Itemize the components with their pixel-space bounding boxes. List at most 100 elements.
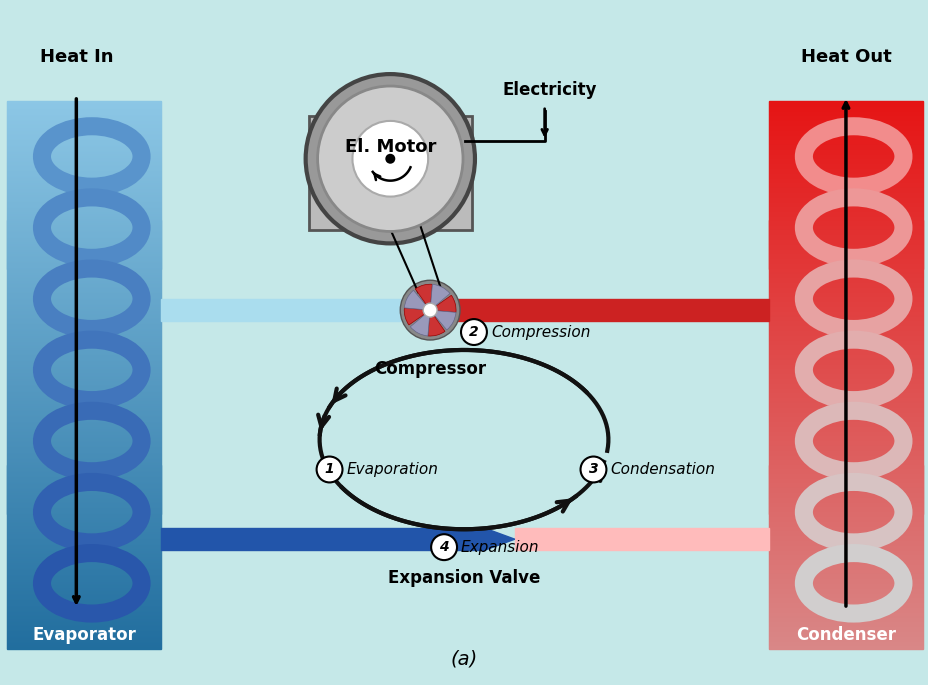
Bar bbox=[6, 227, 161, 229]
Bar bbox=[768, 564, 922, 565]
Bar bbox=[768, 327, 922, 328]
Bar bbox=[6, 350, 161, 351]
Bar bbox=[768, 169, 922, 170]
Bar bbox=[768, 326, 922, 327]
Bar bbox=[6, 297, 161, 299]
Bar bbox=[768, 588, 922, 589]
Bar bbox=[6, 523, 161, 525]
Bar bbox=[768, 368, 922, 369]
Bar bbox=[768, 151, 922, 152]
Circle shape bbox=[385, 153, 394, 164]
Bar bbox=[6, 179, 161, 181]
Bar bbox=[6, 147, 161, 148]
Bar bbox=[6, 473, 161, 475]
Bar bbox=[768, 161, 922, 162]
Bar bbox=[6, 427, 161, 428]
Bar bbox=[6, 516, 161, 517]
Bar bbox=[768, 232, 922, 233]
Bar bbox=[768, 330, 922, 332]
Bar bbox=[768, 302, 922, 303]
Bar bbox=[768, 357, 922, 358]
Bar bbox=[6, 341, 161, 342]
Bar bbox=[768, 303, 922, 304]
Bar bbox=[6, 169, 161, 170]
Bar bbox=[768, 586, 922, 587]
Bar bbox=[768, 533, 922, 534]
Bar bbox=[768, 622, 922, 623]
Bar bbox=[768, 107, 922, 108]
Bar bbox=[6, 521, 161, 523]
Bar bbox=[768, 188, 922, 190]
Bar bbox=[768, 410, 922, 411]
Bar bbox=[6, 502, 161, 503]
Bar bbox=[6, 375, 161, 376]
Bar bbox=[768, 219, 922, 220]
Bar bbox=[6, 260, 161, 262]
Bar bbox=[6, 634, 161, 635]
Bar bbox=[6, 486, 161, 488]
Bar bbox=[6, 128, 161, 129]
Bar bbox=[768, 511, 922, 512]
Bar bbox=[768, 429, 922, 430]
Bar bbox=[768, 447, 922, 448]
Bar bbox=[768, 322, 922, 323]
Bar bbox=[768, 263, 922, 264]
Bar bbox=[768, 127, 922, 128]
Bar bbox=[6, 443, 161, 444]
Bar bbox=[768, 379, 922, 380]
Bar bbox=[6, 467, 161, 469]
Bar bbox=[6, 287, 161, 288]
Bar bbox=[768, 170, 922, 171]
Bar bbox=[6, 604, 161, 605]
Bar bbox=[6, 122, 161, 123]
Bar bbox=[6, 340, 161, 341]
Bar bbox=[768, 495, 922, 497]
Bar bbox=[768, 391, 922, 392]
Bar bbox=[6, 444, 161, 445]
Bar bbox=[768, 616, 922, 617]
Bar bbox=[768, 285, 922, 286]
Bar bbox=[6, 280, 161, 282]
Bar bbox=[6, 116, 161, 117]
Bar bbox=[6, 423, 161, 425]
Bar bbox=[768, 307, 922, 308]
Bar bbox=[768, 309, 922, 310]
Bar bbox=[6, 434, 161, 436]
Bar bbox=[768, 626, 922, 627]
Bar bbox=[6, 313, 161, 314]
Bar bbox=[768, 345, 922, 346]
Bar bbox=[6, 353, 161, 354]
Bar bbox=[768, 416, 922, 417]
Bar bbox=[768, 173, 922, 174]
Bar bbox=[6, 212, 161, 213]
Bar bbox=[6, 108, 161, 109]
Bar bbox=[768, 113, 922, 114]
Bar bbox=[768, 116, 922, 117]
Bar bbox=[6, 517, 161, 519]
Bar bbox=[6, 418, 161, 419]
Bar bbox=[768, 352, 922, 353]
Bar bbox=[768, 162, 922, 163]
Bar bbox=[6, 545, 161, 547]
Bar bbox=[6, 285, 161, 286]
Bar bbox=[768, 286, 922, 288]
Bar bbox=[6, 373, 161, 374]
Bar bbox=[768, 106, 922, 107]
Bar bbox=[6, 318, 161, 319]
Bar bbox=[768, 130, 922, 131]
Bar bbox=[6, 327, 161, 328]
Bar bbox=[6, 203, 161, 205]
Bar bbox=[768, 599, 922, 600]
Bar bbox=[768, 369, 922, 370]
Bar bbox=[768, 484, 922, 486]
Bar bbox=[768, 299, 922, 300]
Text: 1: 1 bbox=[325, 462, 334, 477]
Bar bbox=[6, 442, 161, 443]
Bar bbox=[6, 431, 161, 432]
Bar bbox=[768, 334, 922, 335]
Bar bbox=[6, 635, 161, 636]
Bar bbox=[6, 510, 161, 512]
Bar bbox=[768, 138, 922, 139]
Bar bbox=[6, 186, 161, 187]
Bar bbox=[6, 561, 161, 562]
